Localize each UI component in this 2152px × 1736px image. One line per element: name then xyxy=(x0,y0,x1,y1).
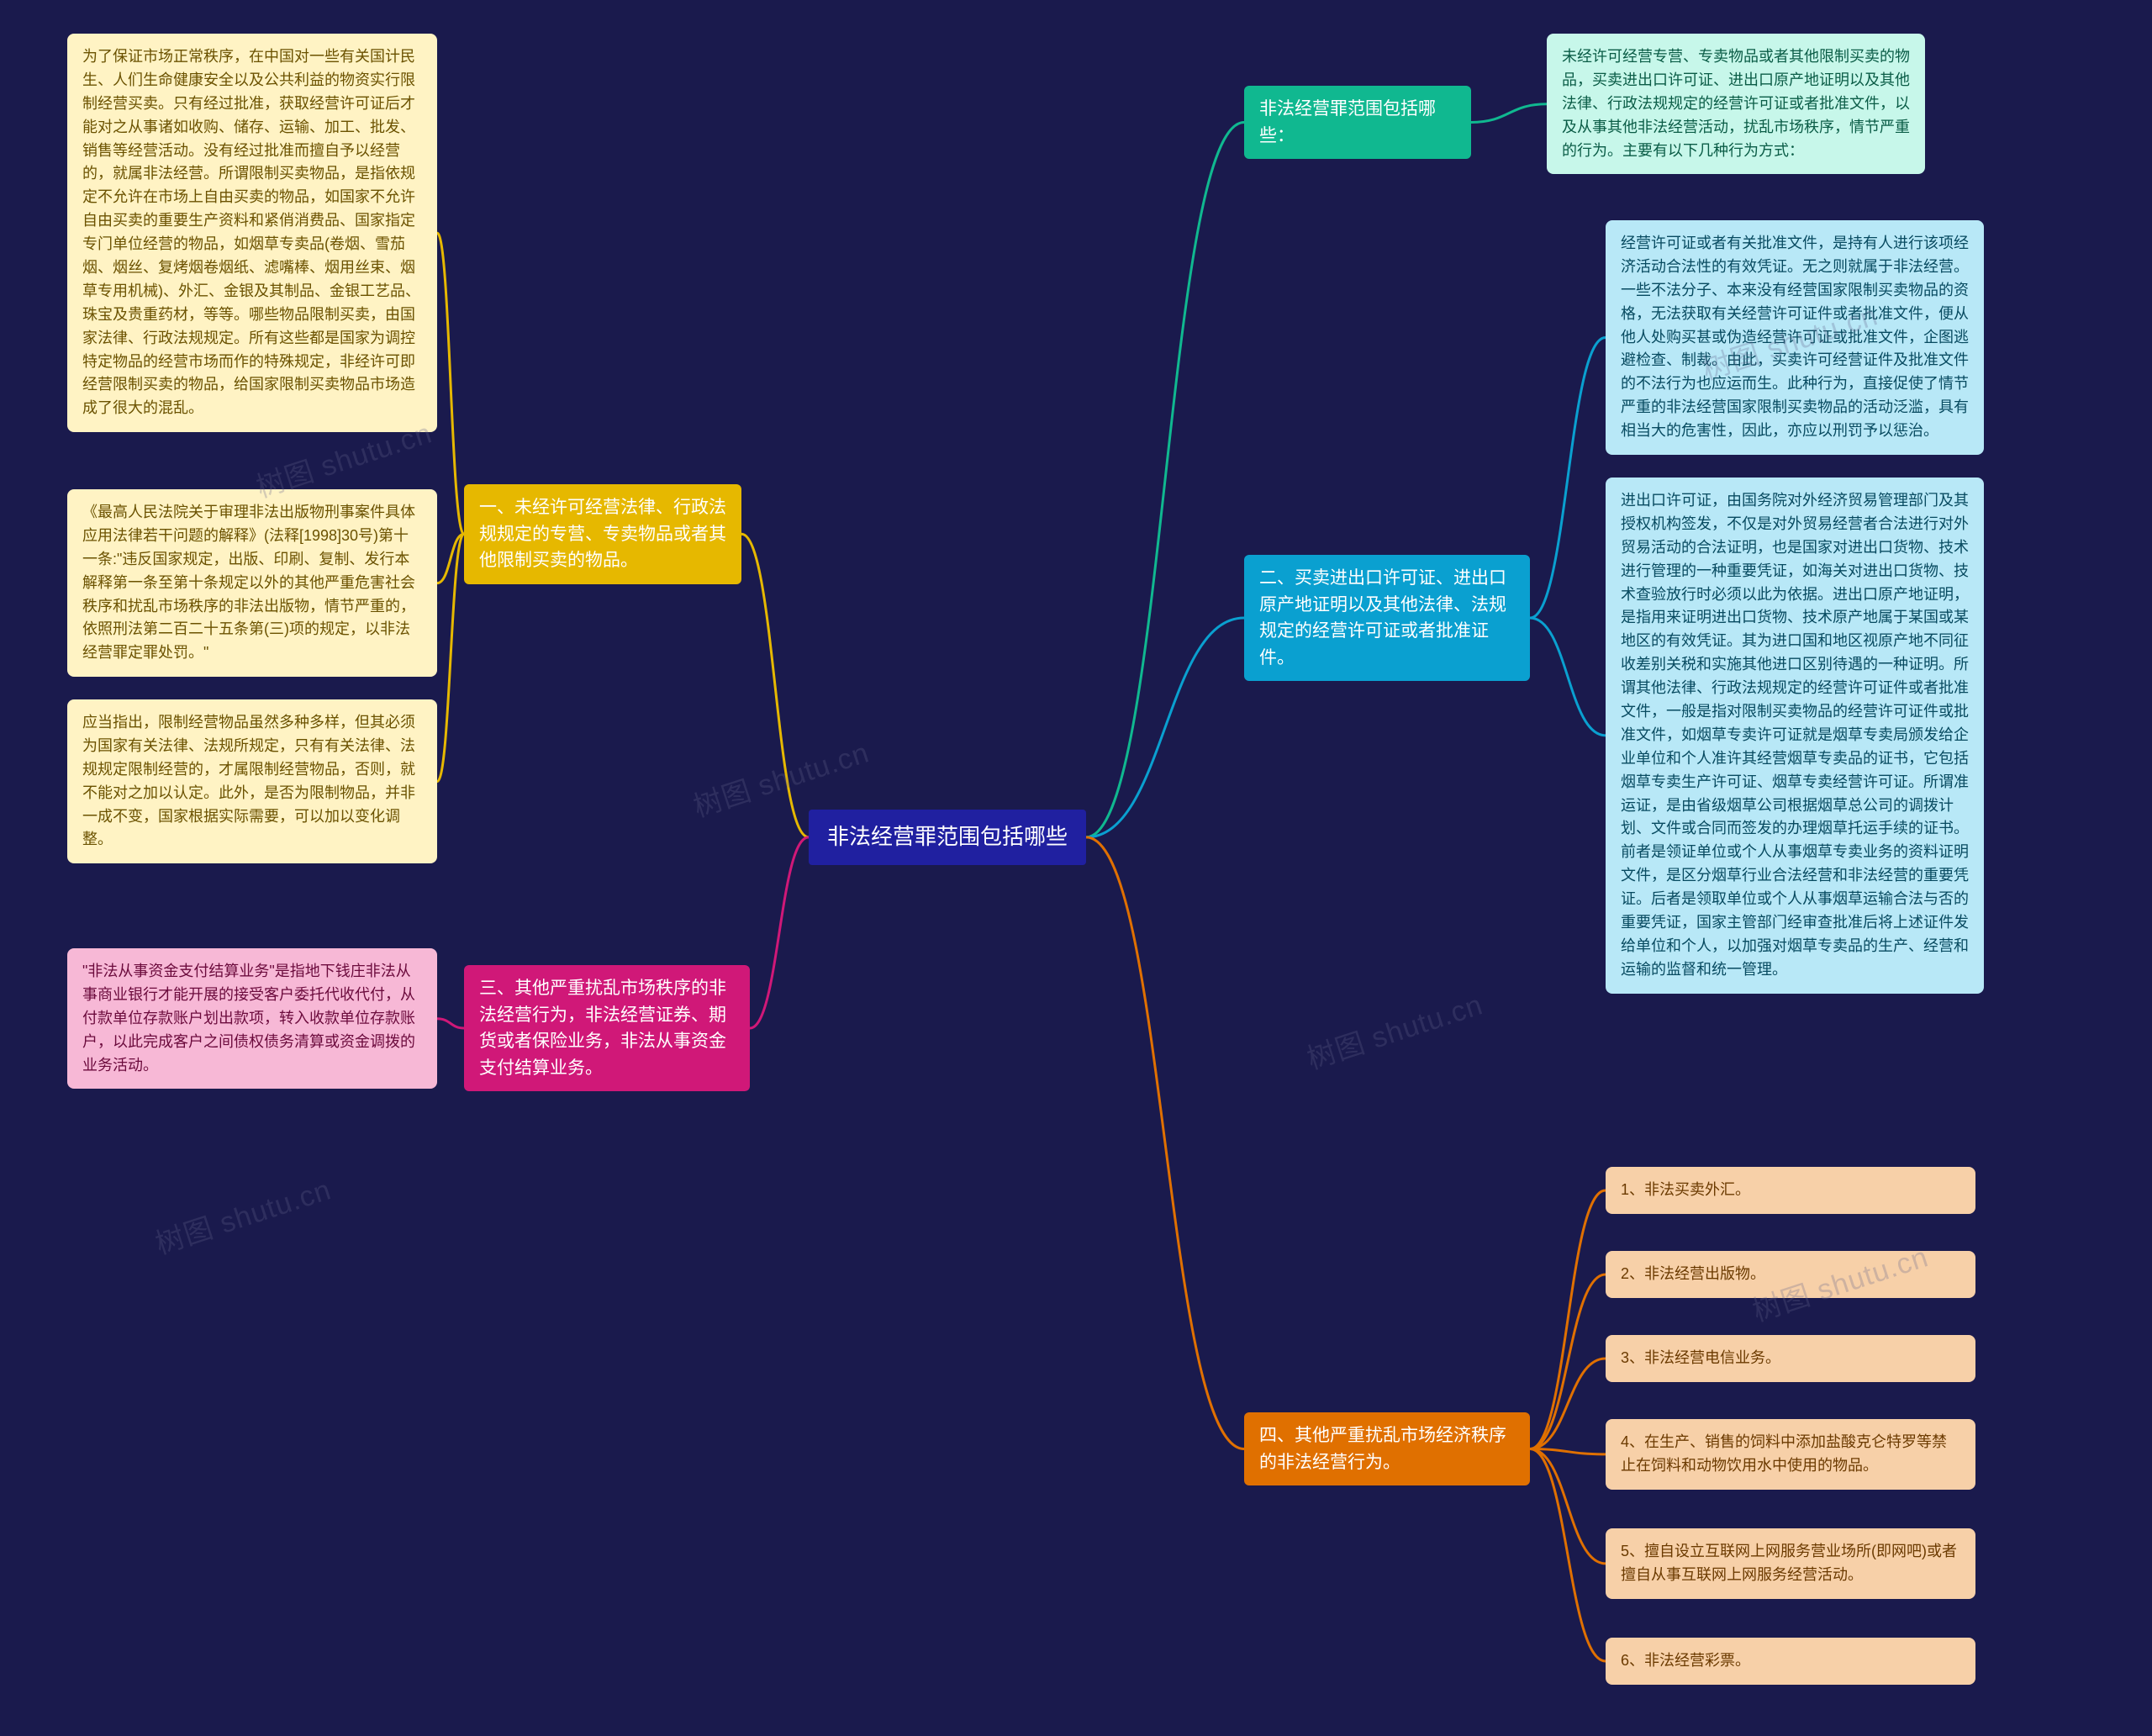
leaf-b2-0: 经营许可证或者有关批准文件，是持有人进行该项经济活动合法性的有效凭证。无之则就属… xyxy=(1606,220,1984,455)
leaf-b4-4: 5、擅自设立互联网上网服务营业场所(即网吧)或者擅自从事互联网上网服务经营活动。 xyxy=(1606,1528,1975,1599)
leaf-b1-2: 应当指出，限制经营物品虽然多种多样，但其必须为国家有关法律、法规所规定，只有有关… xyxy=(67,699,437,863)
branch-b1: 一、未经许可经营法律、行政法规规定的专营、专卖物品或者其他限制买卖的物品。 xyxy=(464,484,741,584)
branch-b2: 二、买卖进出口许可证、进出口原产地证明以及其他法律、法规规定的经营许可证或者批准… xyxy=(1244,555,1530,681)
leaf-b2-1: 进出口许可证，由国务院对外经济贸易管理部门及其授权机构签发，不仅是对外贸易经营者… xyxy=(1606,478,1984,994)
branch-b3: 三、其他严重扰乱市场秩序的非法经营行为，非法经营证券、期货或者保险业务，非法从事… xyxy=(464,965,750,1091)
branch-intro: 非法经营罪范围包括哪些： xyxy=(1244,86,1471,159)
watermark: 树图 shutu.cn xyxy=(150,1167,336,1263)
leaf-b4-5: 6、非法经营彩票。 xyxy=(1606,1638,1975,1685)
leaf-b1-0: 为了保证市场正常秩序，在中国对一些有关国计民生、人们生命健康安全以及公共利益的物… xyxy=(67,34,437,432)
watermark: 树图 shutu.cn xyxy=(1301,982,1488,1078)
leaf-b1-1: 《最高人民法院关于审理非法出版物刑事案件具体应用法律若干问题的解释》(法释[19… xyxy=(67,489,437,677)
leaf-b3-0: "非法从事资金支付结算业务"是指地下钱庄非法从事商业银行才能开展的接受客户委托代… xyxy=(67,948,437,1089)
center-node: 非法经营罪范围包括哪些 xyxy=(809,810,1086,865)
leaf-b4-2: 3、非法经营电信业务。 xyxy=(1606,1335,1975,1382)
leaf-b4-1: 2、非法经营出版物。 xyxy=(1606,1251,1975,1298)
branch-b4: 四、其他严重扰乱市场经济秩序的非法经营行为。 xyxy=(1244,1412,1530,1485)
leaf-b4-0: 1、非法买卖外汇。 xyxy=(1606,1167,1975,1214)
leaf-b4-3: 4、在生产、销售的饲料中添加盐酸克仑特罗等禁止在饲料和动物饮用水中使用的物品。 xyxy=(1606,1419,1975,1490)
leaf-intro: 未经许可经营专营、专卖物品或者其他限制买卖的物品，买卖进出口许可证、进出口原产地… xyxy=(1547,34,1925,174)
